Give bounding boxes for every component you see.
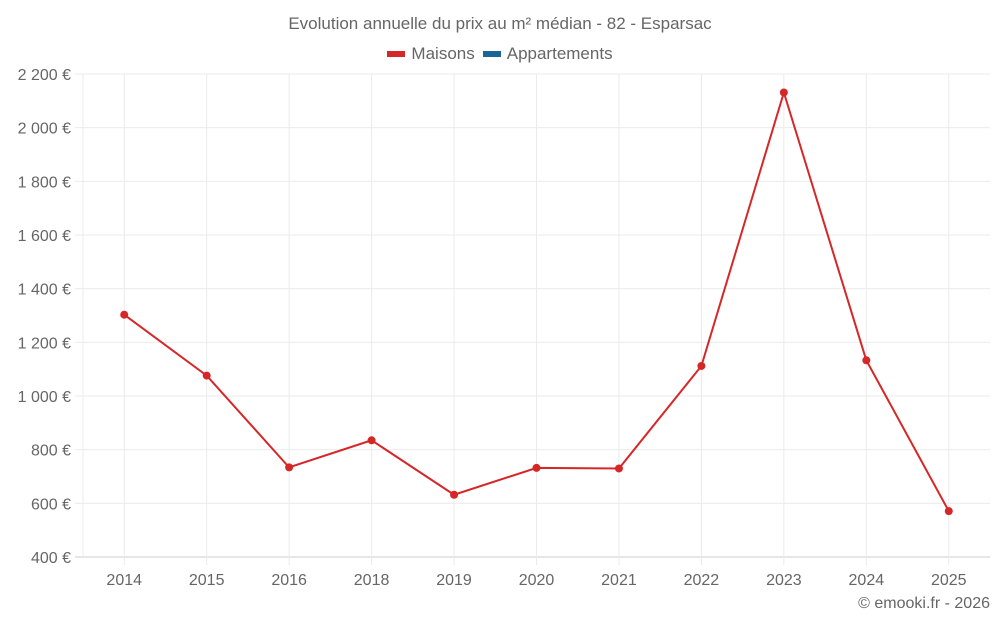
y-tick-label: 2 200 € [18, 67, 71, 84]
chart-title: Evolution annuelle du prix au m² médian … [288, 14, 712, 33]
x-tick-label: 2015 [189, 572, 225, 589]
data-point[interactable] [862, 356, 871, 365]
x-tick-label: 2021 [601, 572, 637, 589]
y-tick-label: 800 € [31, 443, 71, 460]
data-point[interactable] [532, 463, 541, 472]
data-point[interactable] [367, 436, 376, 445]
x-tick-label: 2019 [436, 572, 472, 589]
x-tick-label: 2023 [766, 572, 802, 589]
data-point[interactable] [614, 464, 623, 473]
y-tick-label: 1 000 € [18, 389, 71, 406]
legend-label-appartements: Appartements [506, 44, 613, 63]
y-tick-label: 1 800 € [18, 174, 71, 191]
x-tick-label: 2024 [849, 572, 885, 589]
legend-swatch-appartements [482, 51, 501, 57]
legend-item-appartements[interactable]: Appartements [482, 44, 613, 64]
y-tick-label: 2 000 € [18, 121, 71, 138]
x-tick-label: 2022 [684, 572, 720, 589]
x-tick-label: 2014 [106, 572, 142, 589]
chart-legend: Maisons Appartements [0, 44, 1000, 64]
data-point[interactable] [202, 371, 211, 380]
x-tick-label: 2020 [519, 572, 555, 589]
y-tick-label: 1 600 € [18, 228, 71, 245]
legend-label-maisons: Maisons [411, 44, 475, 63]
x-tick-label: 2025 [931, 572, 967, 589]
legend-swatch-maisons [387, 51, 406, 57]
data-point[interactable] [944, 507, 953, 516]
y-tick-label: 600 € [31, 496, 71, 513]
legend-item-maisons[interactable]: Maisons [387, 44, 475, 64]
y-tick-label: 400 € [31, 550, 71, 567]
data-point[interactable] [697, 361, 706, 370]
x-tick-label: 2016 [271, 572, 307, 589]
copyright-credit: © emooki.fr - 2026 [858, 595, 990, 612]
y-tick-label: 1 400 € [18, 282, 71, 299]
y-tick-label: 1 200 € [18, 335, 71, 352]
x-tick-label: 2018 [354, 572, 390, 589]
data-point[interactable] [450, 490, 459, 499]
data-point[interactable] [285, 463, 294, 472]
data-point[interactable] [779, 88, 788, 97]
data-point[interactable] [120, 310, 129, 319]
